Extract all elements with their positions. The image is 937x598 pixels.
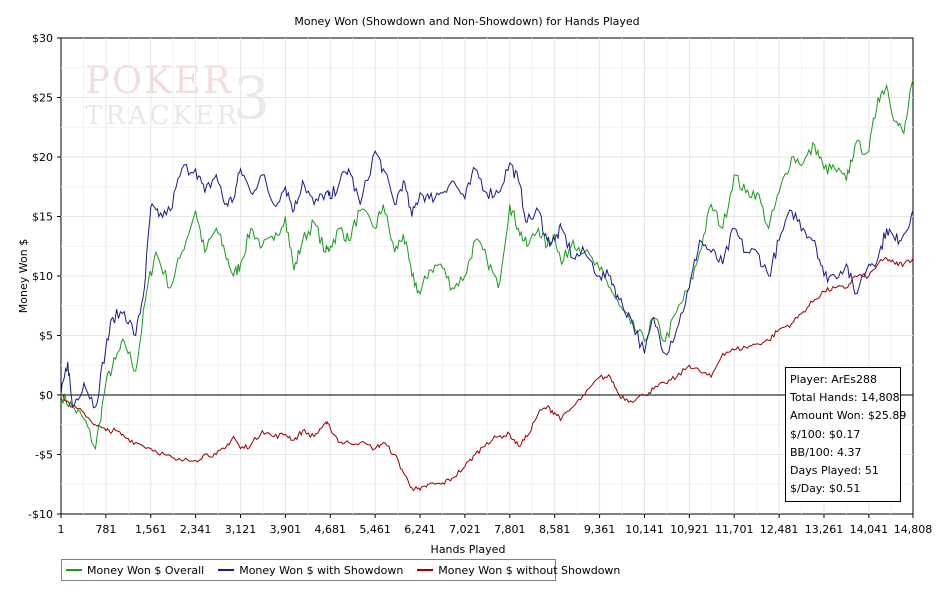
x-tick-label: 14,808 [894, 523, 933, 536]
series-line-without-showdown [60, 257, 914, 492]
stat-per-100: $/100: $0.17 [790, 427, 861, 441]
series-line-with-showdown [60, 149, 914, 409]
x-tick-label: 3,901 [270, 523, 302, 536]
y-tick-label: $10 [32, 270, 53, 283]
y-axis-ticks: -$10 -$5 $0 $5 $10 $15 $20 $25 $30 [28, 32, 61, 521]
legend-label: Money Won $ with Showdown [239, 563, 404, 577]
watermark-poker-text: POKER [85, 59, 233, 102]
x-tick-label: 6,241 [404, 523, 436, 536]
x-tick-label: 10,921 [670, 523, 709, 536]
y-tick-label: $0 [39, 389, 53, 402]
x-tick-label: 7,021 [449, 523, 481, 536]
x-tick-label: 7,801 [494, 523, 526, 536]
stat-player: Player: ArEs288 [790, 373, 877, 386]
x-tick-label: 9,361 [584, 523, 616, 536]
stat-amount-won: Amount Won: $25.89 [790, 409, 907, 423]
y-tick-label: $25 [32, 92, 53, 105]
legend-item-overall: Money Won $ Overall [62, 564, 204, 577]
x-axis-label: Hands Played [431, 543, 506, 556]
x-tick-label: 12,481 [760, 523, 799, 536]
y-tick-label: -$5 [35, 449, 53, 462]
y-tick-label: $20 [32, 151, 53, 164]
gridlines [61, 38, 913, 514]
watermark-tracker-text: TRACKER [85, 101, 240, 131]
x-tick-label: 1 [58, 523, 65, 536]
x-tick-label: 2,341 [180, 523, 212, 536]
stat-total-hands: Total Hands: 14,808 [790, 391, 900, 405]
chart-title: Money Won (Showdown and Non-Showdown) fo… [294, 15, 639, 28]
x-tick-label: 5,461 [359, 523, 391, 536]
stat-per-day: $/Day: $0.51 [790, 482, 861, 496]
legend-item-with-showdown: Money Won $ with Showdown [214, 564, 403, 577]
x-tick-label: 8,581 [539, 523, 571, 536]
x-tick-label: 3,121 [225, 523, 257, 536]
x-tick-label: 4,681 [315, 523, 347, 536]
legend-swatch [218, 569, 235, 571]
legend-label: Money Won $ without Showdown [438, 563, 621, 577]
chart-legend: Money Won $ Overall Money Won $ with Show… [61, 559, 620, 581]
player-stats-box: Player: ArEs288 Total Hands: 14,808 Amou… [785, 367, 907, 502]
y-tick-label: $30 [32, 32, 53, 45]
series-line-overall [60, 79, 914, 451]
pokertracker-watermark: POKER TRACKER 3 [85, 59, 270, 132]
legend-swatch [417, 569, 434, 571]
legend-label: Money Won $ Overall [87, 563, 205, 577]
x-tick-label: 14,041 [850, 523, 889, 536]
y-tick-label: $5 [39, 330, 53, 343]
stat-bb-per-100: BB/100: 4.37 [790, 445, 862, 459]
y-tick-label: -$10 [28, 508, 53, 521]
x-tick-label: 10,141 [625, 523, 664, 536]
x-tick-label: 13,261 [805, 523, 844, 536]
x-tick-label: 11,701 [715, 523, 754, 536]
stat-days-played: Days Played: 51 [790, 464, 879, 478]
x-tick-label: 1,561 [135, 523, 167, 536]
legend-item-without-showdown: Money Won $ without Showdown [413, 564, 620, 577]
x-tick-label: 781 [95, 523, 116, 536]
y-axis-label: Money Won $ [17, 239, 30, 313]
legend-swatch [66, 569, 82, 571]
series-lines [60, 79, 914, 492]
x-axis-ticks: 1 781 1,561 2,341 3,121 3,901 4,681 5,461 6,241 7… [58, 514, 933, 536]
y-tick-label: $15 [32, 211, 53, 224]
